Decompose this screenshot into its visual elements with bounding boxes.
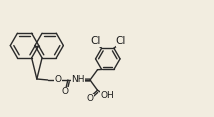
Text: O: O [62, 87, 69, 96]
Text: OH: OH [101, 91, 115, 99]
Text: Cl: Cl [90, 36, 100, 46]
Text: O: O [54, 75, 61, 84]
Text: Cl: Cl [116, 36, 126, 46]
Text: NH: NH [71, 75, 85, 84]
Text: O: O [86, 94, 94, 103]
